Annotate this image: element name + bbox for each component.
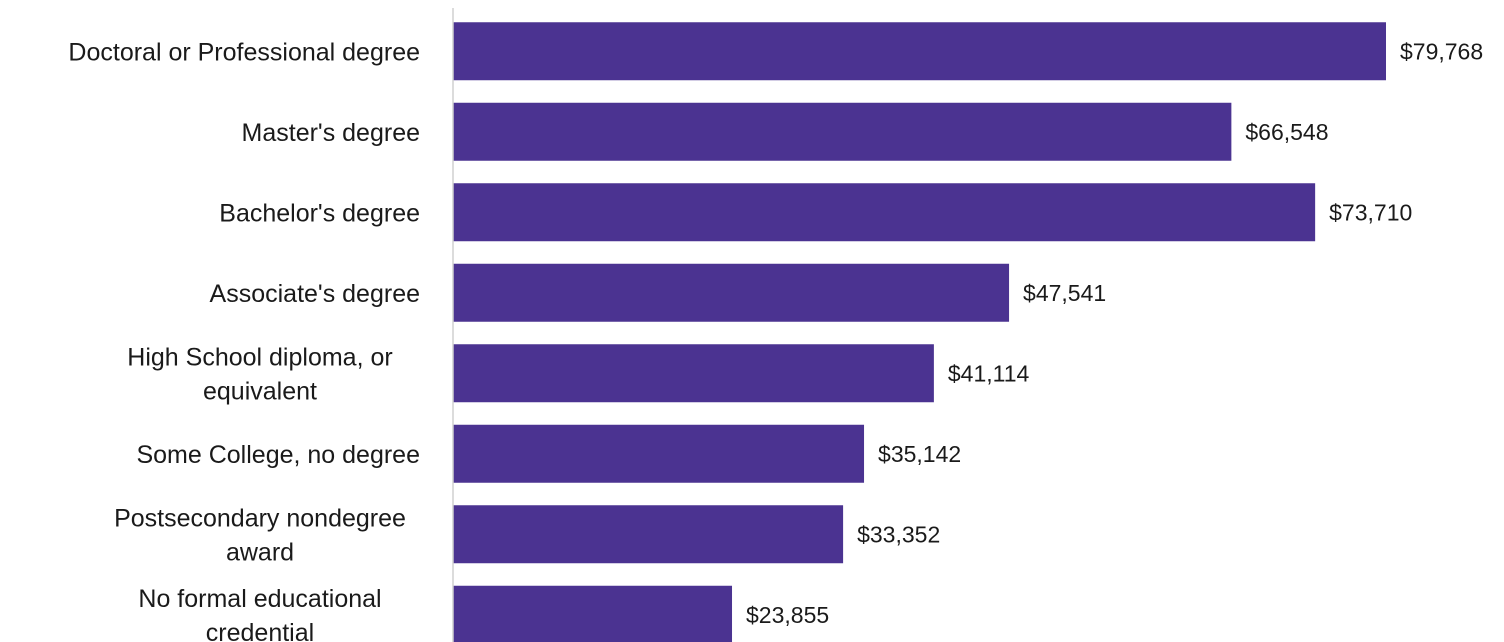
data-label-3: $47,541: [1023, 280, 1106, 306]
category-label-0: Doctoral or Professional degree: [68, 38, 420, 66]
category-label-line: Some College, no degree: [136, 441, 420, 469]
category-label-line: Postsecondary nondegree: [114, 504, 406, 532]
bar-2: [453, 183, 1316, 242]
category-label-4: High School diploma, or equivalent: [127, 343, 392, 405]
data-label-1: $66,548: [1245, 119, 1328, 145]
category-label-3: Associate's degree: [210, 280, 420, 308]
data-label-5: $35,142: [878, 441, 961, 467]
category-label-line: equivalent: [203, 377, 317, 405]
category-labels-group: Doctoral or Professional degree Master's …: [68, 38, 420, 642]
category-label-line: credential: [206, 619, 314, 642]
bar-5: [453, 424, 865, 483]
category-label-7: No formal educational credential: [138, 585, 381, 642]
bar-0: [453, 22, 1386, 81]
bar-6: [453, 505, 844, 564]
category-label-6: Postsecondary nondegree award: [114, 504, 406, 566]
category-label-line: award: [226, 538, 294, 566]
data-label-6: $33,352: [857, 521, 940, 547]
data-label-0: $79,768: [1400, 38, 1483, 64]
value-labels-group: $79,768 $66,548 $73,710 $47,541 $41,114 $35,1…: [746, 38, 1483, 628]
category-label-line: Bachelor's degree: [219, 199, 420, 227]
data-label-7: $23,855: [746, 602, 829, 628]
category-label-2: Bachelor's degree: [219, 199, 420, 227]
bar-7: [453, 585, 733, 642]
bar-3: [453, 263, 1010, 322]
category-label-1: Master's degree: [242, 119, 420, 147]
category-label-line: Associate's degree: [210, 280, 420, 308]
category-label-line: Doctoral or Professional degree: [68, 38, 420, 66]
data-label-2: $73,710: [1329, 199, 1412, 225]
category-label-line: High School diploma, or: [127, 343, 392, 371]
data-label-4: $41,114: [948, 360, 1030, 386]
category-label-line: No formal educational: [138, 585, 381, 613]
category-label-line: Master's degree: [242, 119, 420, 147]
category-label-5: Some College, no degree: [136, 441, 420, 469]
bars-group: [453, 22, 1386, 642]
bar-4: [453, 344, 934, 403]
bar-1: [453, 102, 1232, 161]
